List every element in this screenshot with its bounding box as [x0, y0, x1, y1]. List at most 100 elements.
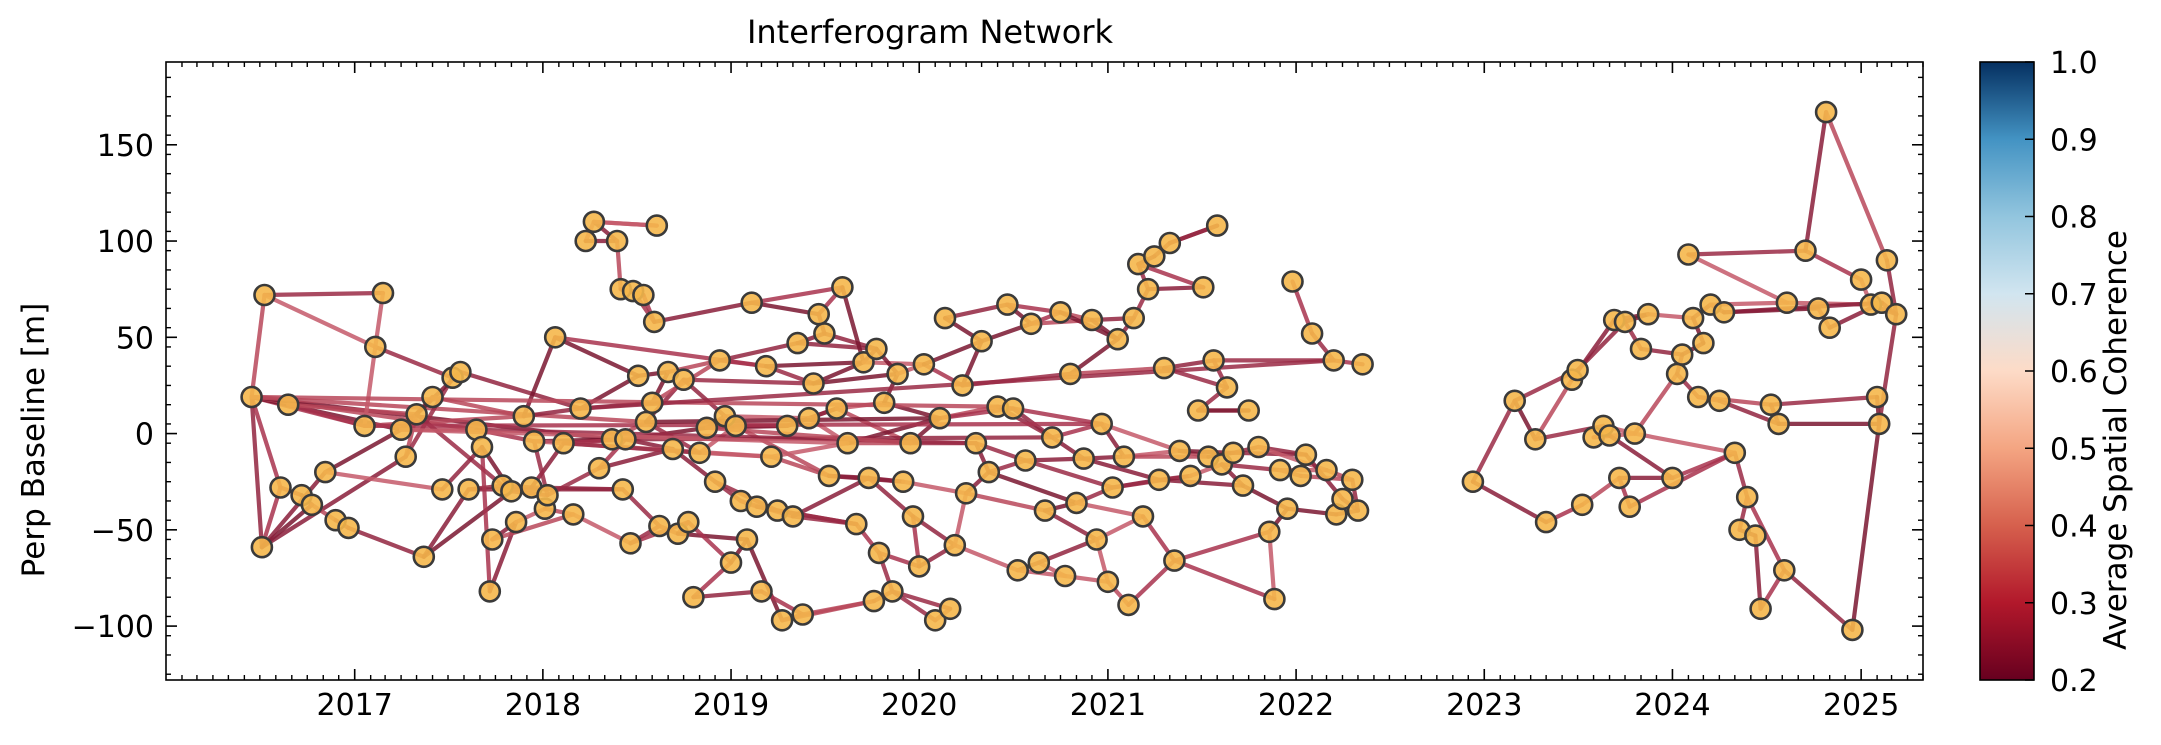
network-edge: [1803, 109, 1829, 253]
plot-area: 2017 2018 2019 2020 2021 2022 2023 2024 2025 150 1…: [72, 61, 1924, 723]
acquisition-node: [1570, 493, 1594, 517]
acquisition-node: [614, 427, 637, 451]
network-edge: [323, 427, 404, 475]
acquisition-node: [632, 283, 655, 307]
network-edge: [811, 371, 900, 386]
network-edge: [1136, 262, 1206, 290]
acquisition-node: [1247, 435, 1270, 459]
acquisition-node: [891, 470, 915, 494]
network-edge: [733, 423, 832, 478]
acquisition-node: [1636, 302, 1660, 326]
acquisition-node: [1192, 275, 1215, 299]
network-edge: [763, 360, 866, 369]
acquisition-node: [1186, 399, 1210, 422]
acquisition-node: [1072, 447, 1095, 470]
acquisition-node: [943, 533, 967, 557]
network-edge: [259, 470, 328, 550]
network-edge: [262, 292, 378, 349]
acquisition-node: [791, 603, 815, 626]
acquisition-node: [363, 335, 387, 359]
acquisition-node: [353, 414, 376, 438]
acquisition-node: [886, 362, 909, 386]
acquisition-node: [1524, 427, 1547, 451]
acquisition-node: [1665, 362, 1689, 386]
acquisition-node: [676, 510, 700, 534]
x-tick-label: 2019: [693, 688, 769, 723]
network-edge: [259, 454, 408, 550]
acquisition-node: [1681, 306, 1705, 330]
acquisition-node: [1080, 308, 1104, 332]
acquisition-node: [1749, 597, 1772, 621]
acquisition-node: [512, 404, 536, 428]
network-edge: [1533, 377, 1575, 442]
network-edge: [691, 589, 764, 600]
acquisition-node: [781, 505, 805, 528]
acquisition-node: [522, 429, 546, 453]
acquisition-node: [552, 431, 575, 455]
acquisition-node: [1534, 510, 1558, 534]
acquisition-node: [1677, 243, 1700, 266]
acquisition-node: [695, 416, 719, 440]
y-tick-label: −100: [72, 610, 154, 645]
x-tick-label: 2020: [881, 688, 957, 723]
acquisition-node: [844, 512, 868, 536]
acquisition-node: [457, 478, 480, 501]
network-edge: [1023, 458, 1115, 490]
colorbar-tick-label: 0.9: [2050, 123, 2098, 158]
acquisition-node: [300, 493, 324, 517]
acquisition-node: [899, 431, 922, 455]
acquisition-node: [857, 466, 881, 490]
acquisition-node: [1147, 468, 1171, 492]
acquisition-node: [817, 464, 841, 488]
acquisition-node: [1268, 458, 1292, 482]
y-tick-label: 50: [116, 321, 154, 356]
acquisition-node: [1158, 231, 1182, 255]
y-tick-label: 0: [135, 418, 154, 453]
acquisition-node: [394, 445, 418, 469]
network-edge: [675, 531, 750, 542]
network-edge: [1068, 366, 1167, 376]
acquisition-node: [561, 503, 585, 526]
acquisition-node: [1503, 389, 1526, 413]
acquisition-node: [1865, 385, 1889, 409]
acquisition-node: [786, 331, 809, 355]
y-tick-label: −50: [91, 514, 154, 549]
acquisition-node: [1049, 300, 1072, 324]
network-edge: [1156, 477, 1246, 488]
acquisition-node: [253, 283, 276, 307]
colorbar-tick-label: 0.5: [2050, 432, 2098, 467]
acquisition-node: [672, 368, 695, 392]
network-edge: [1877, 312, 1899, 426]
acquisition-node: [1629, 337, 1653, 361]
acquisition-node: [1818, 316, 1841, 340]
x-tick-label: 2022: [1258, 688, 1334, 723]
acquisition-node: [648, 514, 671, 538]
acquisition-node: [1263, 587, 1286, 611]
network-edge: [346, 525, 426, 559]
network-edge: [769, 441, 850, 459]
acquisition-node: [1215, 376, 1239, 399]
acquisition-node: [1794, 239, 1817, 262]
acquisition-node: [1090, 412, 1113, 436]
acquisition-node: [754, 354, 778, 378]
acquisition-node: [901, 505, 925, 528]
chart-title: Interferogram Network: [747, 13, 1114, 51]
acquisition-node: [1623, 422, 1647, 445]
acquisition-node: [536, 483, 559, 507]
network-edge: [1099, 421, 1182, 453]
acquisition-node: [1221, 441, 1245, 465]
network-edge: [421, 487, 471, 559]
acquisition-node: [1202, 349, 1225, 372]
colorbar-tick-label: 0.6: [2050, 355, 2098, 390]
acquisition-node: [640, 391, 664, 415]
acquisition-node: [1053, 564, 1077, 588]
network-edge: [521, 335, 558, 419]
acquisition-node: [1566, 358, 1589, 382]
acquisition-node: [543, 325, 567, 349]
acquisition-node: [1289, 464, 1312, 488]
network-edge: [749, 300, 821, 317]
network-edge: [362, 344, 378, 428]
acquisition-node: [1006, 558, 1030, 582]
acquisition-node: [750, 580, 773, 603]
acquisition-node: [1258, 520, 1281, 544]
